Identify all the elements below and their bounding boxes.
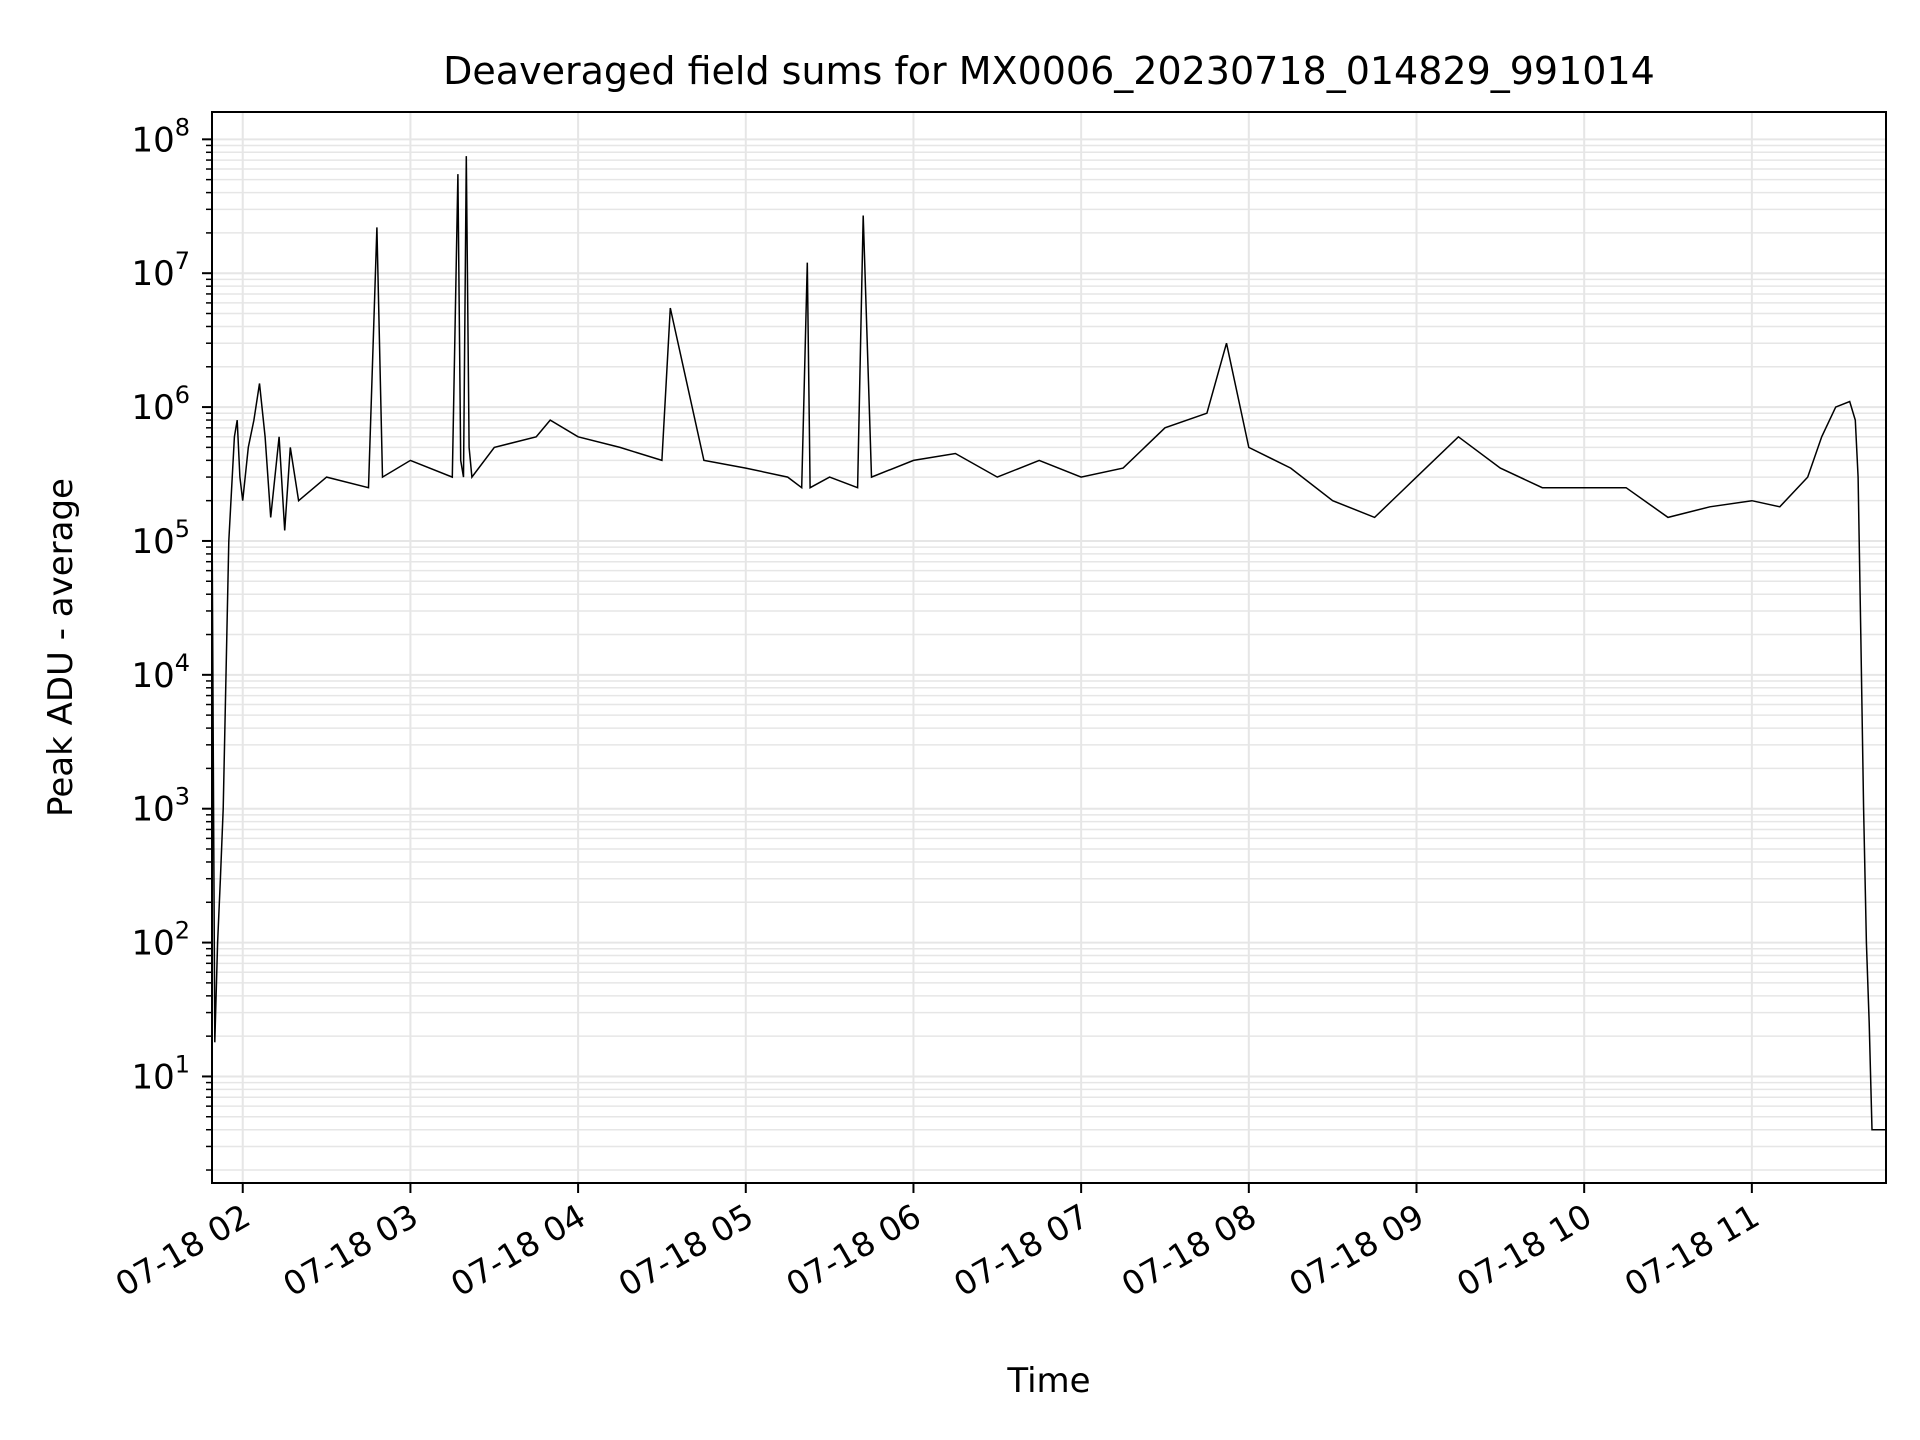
y-tick-label: 101	[131, 1050, 190, 1097]
series-line	[211, 156, 1886, 1131]
plot-frame	[211, 111, 1887, 1184]
y-tick-label: 107	[131, 247, 190, 294]
grid	[212, 112, 1886, 1183]
y-tick-label: 102	[131, 917, 190, 964]
y-tick-label: 108	[131, 113, 190, 160]
y-tick-label: 103	[131, 783, 190, 830]
x-axis-label: Time	[1006, 1361, 1090, 1401]
chart-title: Deaveraged field sums for MX0006_2023071…	[443, 49, 1655, 93]
data-series	[211, 156, 1886, 1131]
y-axis-label: Peak ADU - average	[41, 478, 81, 817]
y-tick-label: 105	[131, 515, 190, 562]
y-tick-label: 104	[131, 649, 190, 696]
y-tick-label: 106	[131, 381, 190, 428]
